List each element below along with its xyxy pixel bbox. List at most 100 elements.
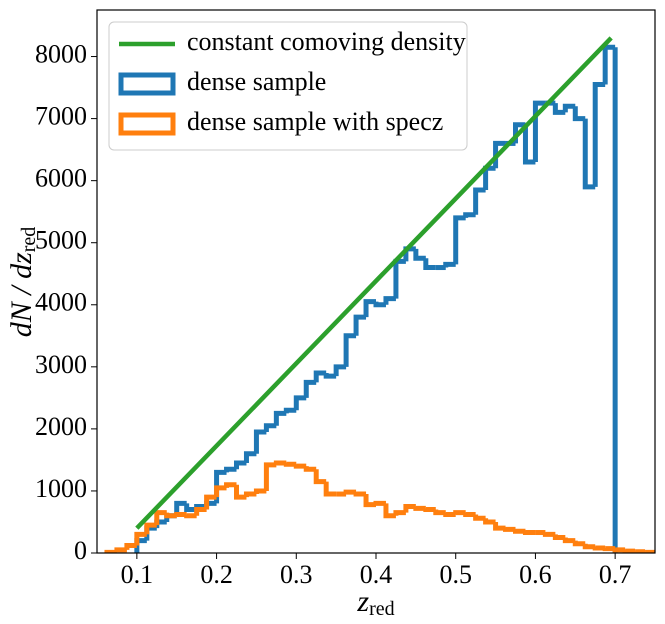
histogram-step (403, 503, 416, 513)
x-tick-label: 0.1 (121, 560, 154, 589)
y-axis-label: dN / dzred (5, 227, 40, 338)
histogram-step (253, 488, 267, 495)
histogram-step (453, 510, 466, 516)
histogram-step (134, 531, 147, 546)
histogram-step (552, 103, 566, 115)
axes-frame (96, 9, 656, 554)
histogram-step (423, 258, 436, 271)
histogram-step (642, 549, 655, 553)
x-tick-label: 0.5 (439, 560, 472, 589)
histogram-step (453, 215, 466, 265)
histogram-step (572, 540, 586, 547)
y-tick-label: 8000 (35, 40, 87, 69)
x-axis-label: zred (356, 585, 394, 620)
histogram-step (423, 507, 436, 513)
histogram-step (473, 187, 486, 215)
histogram-step (373, 500, 386, 506)
histogram-step (612, 547, 626, 553)
histogram-step (243, 451, 257, 464)
legend-label: constant comoving density (187, 27, 466, 56)
histogram-step (154, 510, 167, 526)
histogram-step (253, 429, 267, 454)
histogram-step (413, 505, 426, 511)
x-tick-label: 0.3 (280, 560, 313, 589)
histogram-step (443, 512, 456, 518)
y-tick-label: 7000 (35, 102, 87, 131)
histogram-step (602, 546, 616, 552)
x-label-main: z (356, 585, 369, 618)
histogram-step (572, 106, 586, 122)
x-tick-label: 0.4 (360, 560, 393, 589)
x-tick-label: 0.6 (519, 560, 552, 589)
histogram-step (413, 248, 426, 261)
histogram-step (552, 534, 566, 540)
histogram-step (204, 494, 217, 510)
histogram-step (323, 373, 337, 379)
histogram-step (542, 531, 556, 537)
legend-box (108, 21, 468, 151)
histogram-step (463, 212, 476, 218)
histogram-step (582, 543, 596, 550)
histogram-step (473, 514, 486, 521)
x-label-sub: red (369, 598, 395, 620)
histogram-step (114, 547, 127, 553)
y-label-sub: red (18, 227, 40, 253)
histogram-step (383, 296, 396, 305)
histogram-step (353, 314, 367, 336)
histogram-step (483, 518, 496, 525)
histogram-step (124, 543, 137, 550)
y-tick-label: 1000 (35, 474, 87, 503)
histogram-step (353, 491, 367, 497)
histogram-step (463, 512, 476, 518)
histogram-step (592, 81, 606, 187)
histogram-step (303, 466, 317, 472)
histogram-step (313, 469, 327, 485)
y-tick-label: 0 (74, 536, 87, 565)
histogram-step (144, 522, 157, 535)
histogram-step (443, 261, 456, 268)
histogram-step (343, 333, 357, 367)
histogram-step (184, 503, 197, 513)
line (135, 36, 613, 530)
histogram-step (224, 466, 237, 473)
histogram-step (562, 103, 576, 113)
histogram-step (194, 507, 207, 516)
legend-patch (118, 112, 176, 136)
histogram-step (263, 462, 277, 491)
histogram-step (174, 512, 187, 518)
y-tick-label: 2000 (35, 412, 87, 441)
y-label-main: dN / dz (5, 252, 38, 337)
histogram-step (632, 549, 646, 553)
x-tick-label: 0.7 (599, 560, 632, 589)
y-tick-label: 4000 (35, 288, 87, 317)
y-tick-label: 3000 (35, 350, 87, 379)
histogram-step (393, 258, 406, 299)
y-tick-label: 6000 (35, 164, 87, 193)
histogram-step (263, 423, 277, 432)
histogram-step (313, 370, 327, 383)
histogram-step (522, 124, 536, 165)
histogram-step (622, 548, 636, 553)
histogram-step (283, 461, 297, 467)
histogram-step (522, 530, 536, 536)
histogram-step (592, 545, 606, 551)
histogram-step (562, 537, 576, 544)
y-tick-label: 5000 (35, 226, 87, 255)
histogram-step (513, 528, 526, 534)
histogram-step (323, 481, 337, 497)
x-tick-label: 0.2 (200, 560, 233, 589)
histogram-step (273, 460, 287, 466)
histogram-step (493, 521, 506, 531)
histogram-step (234, 460, 247, 470)
histogram-step (273, 410, 287, 426)
histogram-step (373, 301, 386, 308)
histogram-step (303, 379, 317, 398)
histogram-step (532, 100, 546, 163)
legend-label: dense sample with specz (187, 107, 443, 136)
histogram-step (383, 503, 396, 519)
histogram-step (363, 299, 376, 318)
histogram-step (582, 118, 596, 190)
histogram-step (433, 509, 446, 516)
histogram-step (174, 500, 187, 516)
